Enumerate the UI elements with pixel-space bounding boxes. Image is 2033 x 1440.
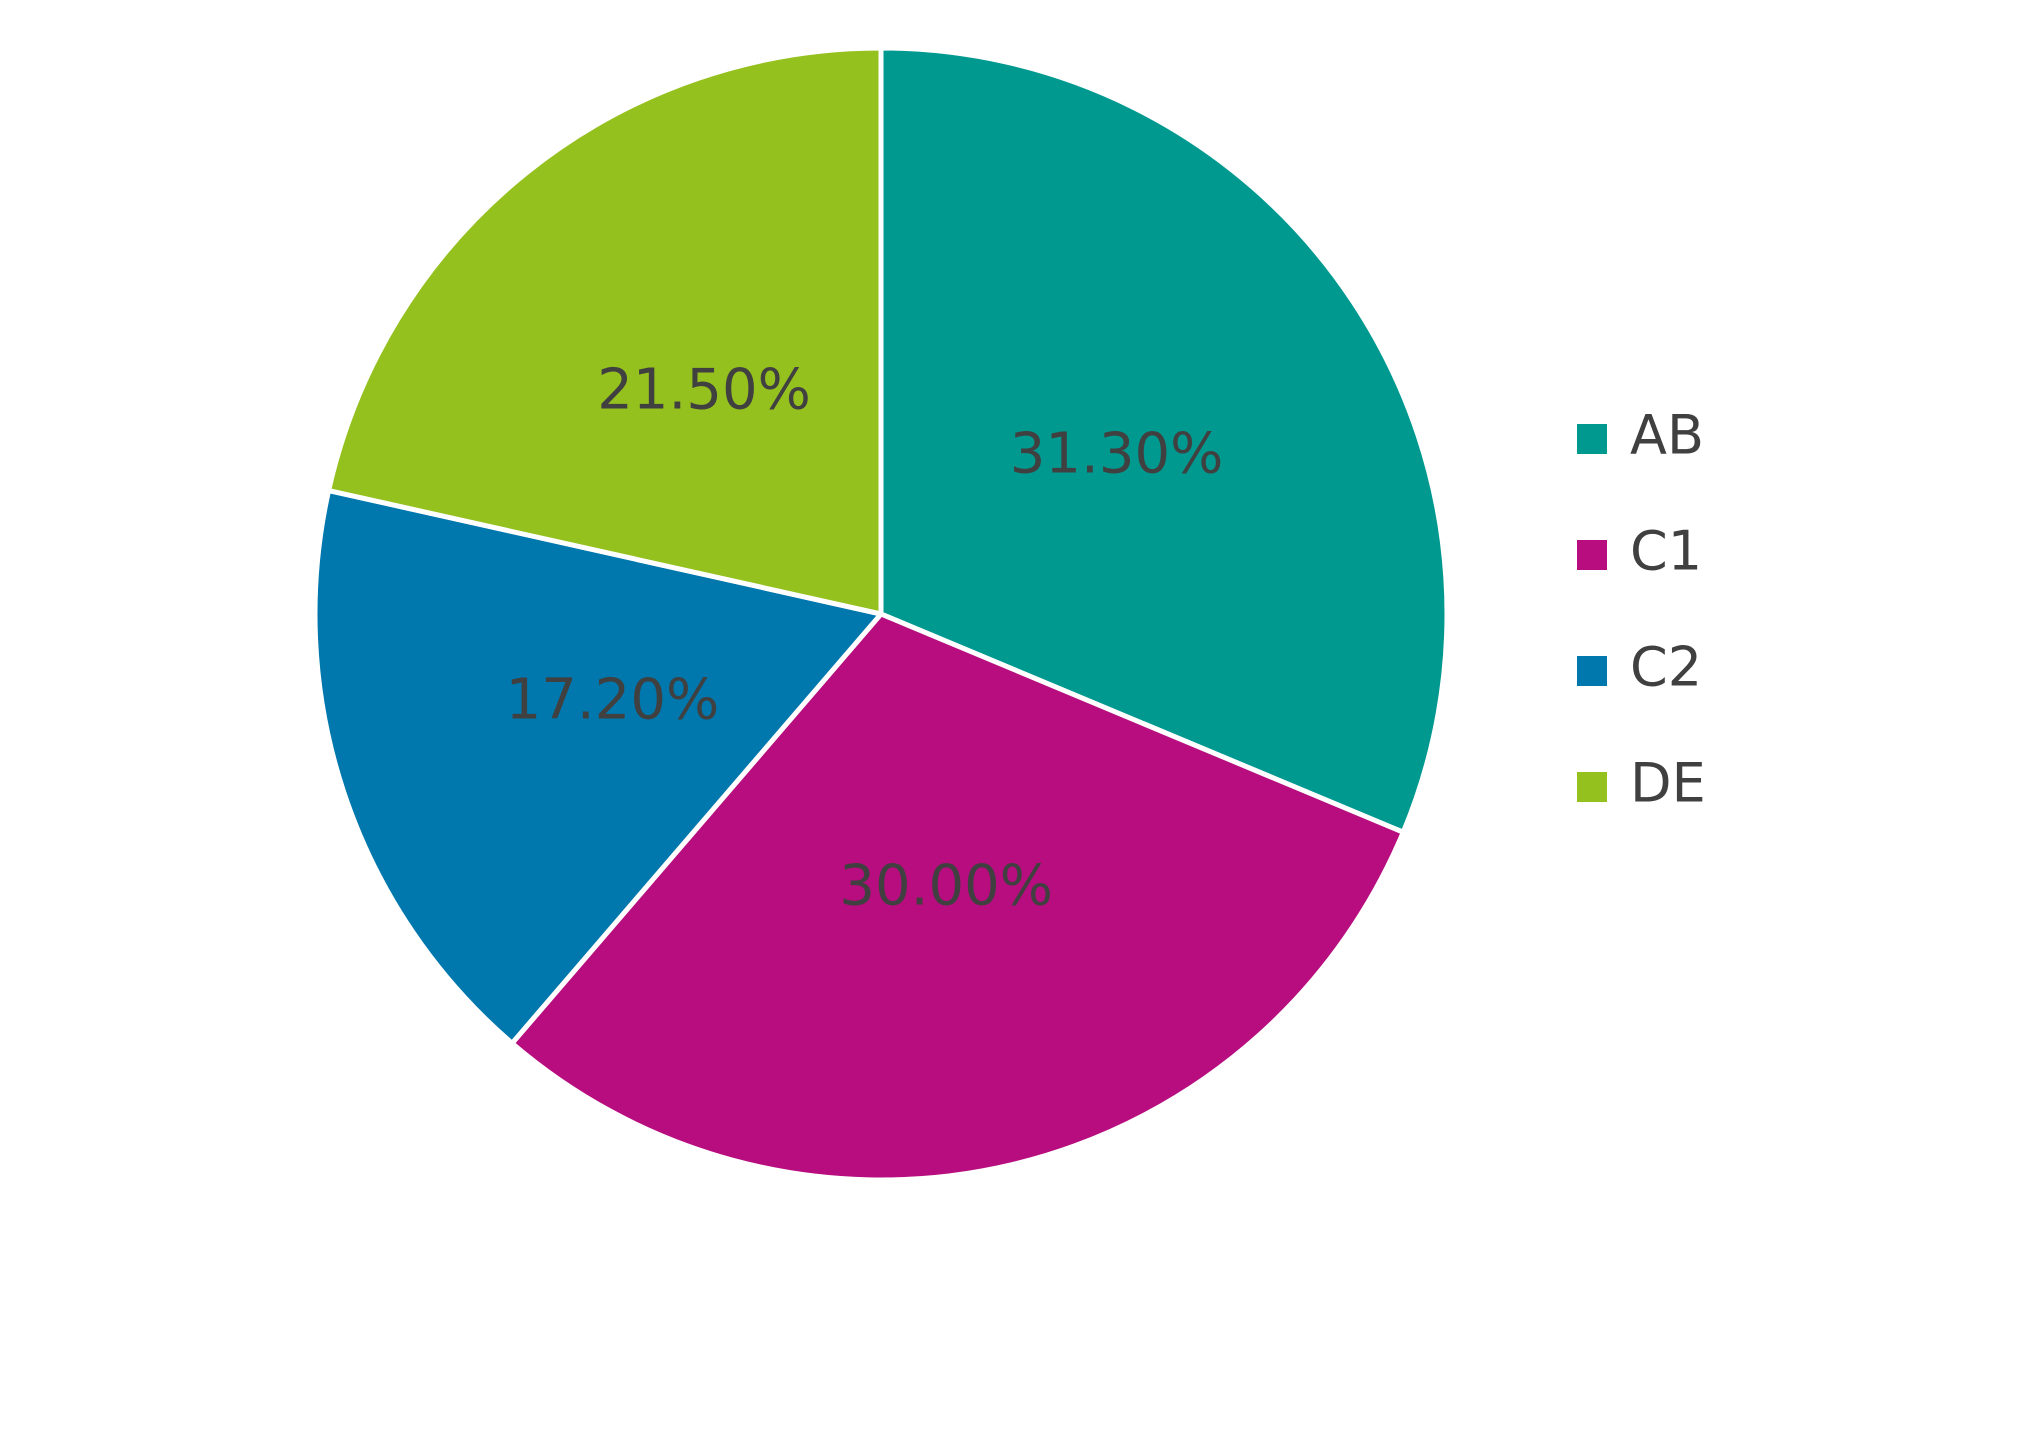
legend-label: C2	[1630, 636, 1702, 699]
legend-swatch	[1577, 424, 1607, 454]
pie-slice	[326, 45, 884, 617]
legend-swatch	[1577, 772, 1607, 802]
legend-swatch	[1577, 656, 1607, 686]
legend-swatch	[1577, 540, 1607, 570]
pie-slice	[312, 488, 884, 1046]
legend-label: C1	[1630, 520, 1702, 583]
data-label: 31.30%	[1010, 421, 1224, 486]
data-label: 30.00%	[839, 854, 1053, 919]
data-label: 17.20%	[506, 667, 720, 732]
pie-slice	[878, 45, 1450, 835]
pie-slice	[509, 611, 1406, 1183]
legend-label: DE	[1630, 752, 1706, 815]
legend-label: AB	[1630, 404, 1704, 467]
data-label: 21.50%	[597, 357, 811, 422]
